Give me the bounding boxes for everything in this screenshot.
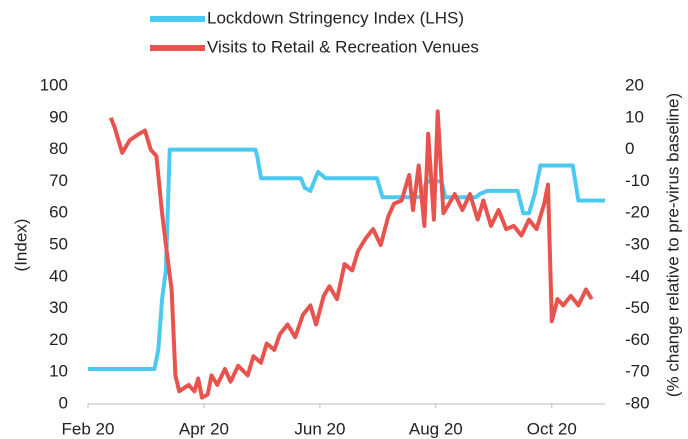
y-tick-label: 30 (49, 298, 68, 317)
y2-tick-label: -30 (625, 234, 650, 253)
y2-tick-label: 10 (625, 107, 644, 126)
series-line (108, 109, 594, 400)
x-tick-label: Aug 20 (409, 419, 463, 438)
y-tick-label: 20 (49, 330, 68, 349)
x-tick-label: Apr 20 (179, 419, 229, 438)
y-tick-label: 100 (40, 75, 68, 94)
x-tick-label: Oct 20 (527, 419, 577, 438)
legend-label: Visits to Retail & Recreation Venues (207, 37, 479, 56)
y-tick-label: 70 (49, 171, 68, 190)
y2-tick-label: -50 (625, 298, 650, 317)
y-tick-label: 0 (59, 393, 68, 412)
y-tick-label: 50 (49, 234, 68, 253)
y-tick-label: 90 (49, 107, 68, 126)
y2-tick-label: -60 (625, 330, 650, 349)
y-tick-label: 80 (49, 139, 68, 158)
series-line (88, 147, 605, 371)
y2-tick-label: 0 (625, 139, 634, 158)
y2-tick-label: -80 (625, 393, 650, 412)
y-tick-label: 60 (49, 203, 68, 222)
y2-tick-label: -40 (625, 266, 650, 285)
y2-axis-label: (% change relative to pre-virus baseline… (663, 93, 682, 397)
y-tick-label: 10 (49, 362, 68, 381)
legend-label: Lockdown Stringency Index (LHS) (207, 8, 464, 27)
y2-tick-label: 20 (625, 75, 644, 94)
y-tick-label: 40 (49, 266, 68, 285)
y2-tick-label: -70 (625, 362, 650, 381)
x-tick-label: Jun 20 (294, 419, 345, 438)
y2-tick-label: -10 (625, 171, 650, 190)
y-axis-label: (Index) (11, 219, 30, 272)
y2-tick-label: -20 (625, 203, 650, 222)
x-tick-label: Feb 20 (62, 419, 115, 438)
legend: Lockdown Stringency Index (LHS) Visits to… (150, 8, 479, 56)
